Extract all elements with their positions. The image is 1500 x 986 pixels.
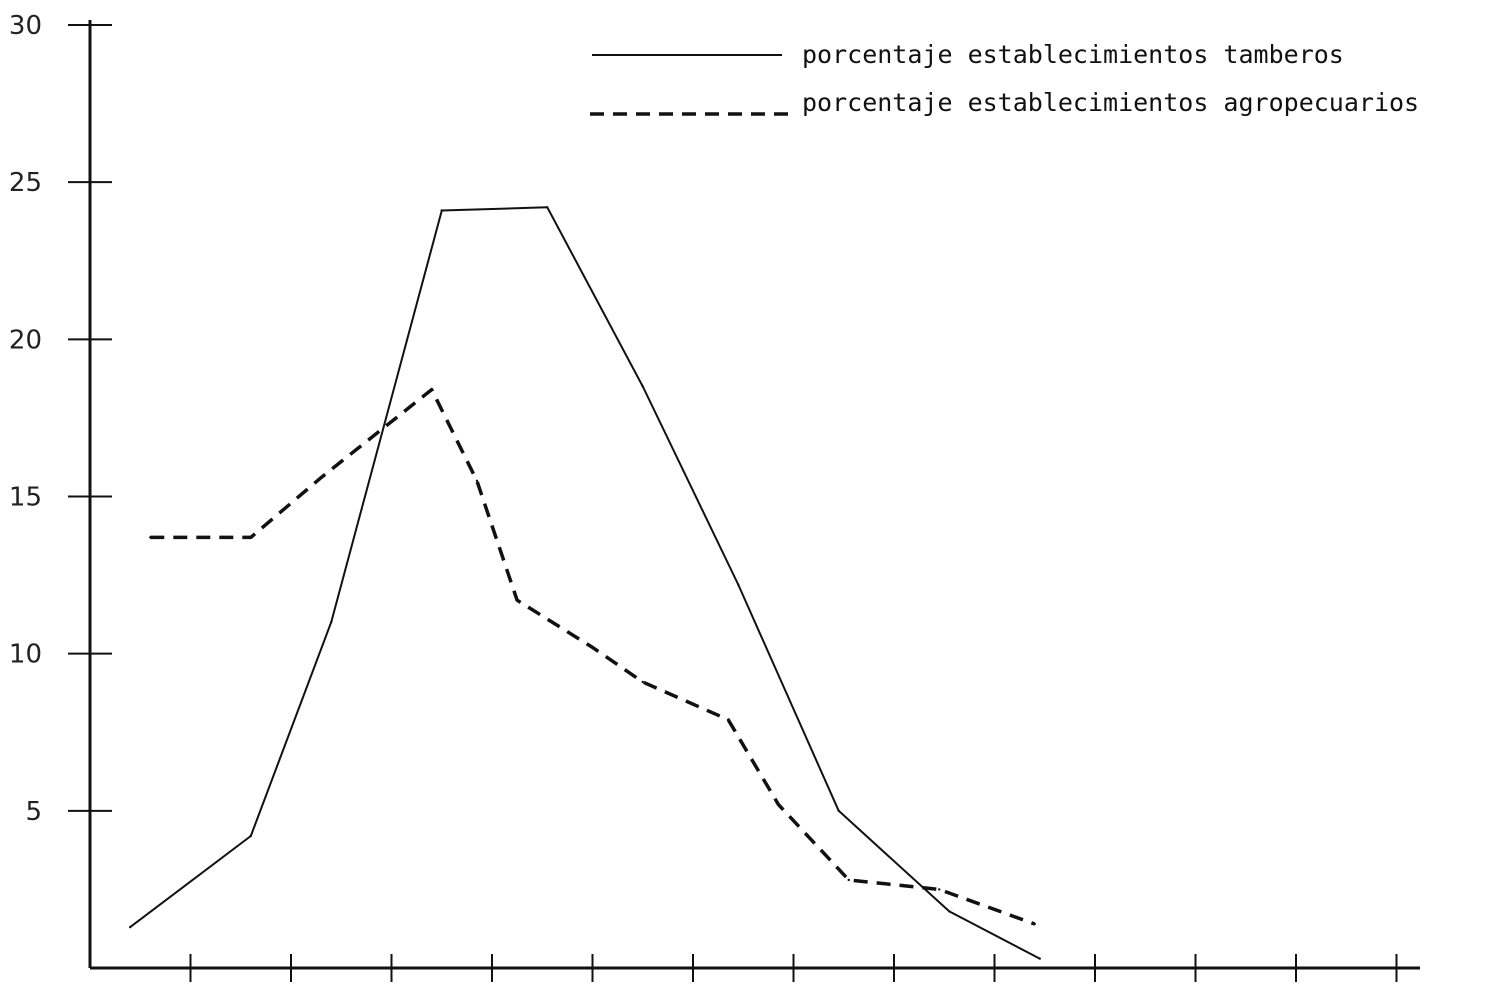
series-1-point [591,646,594,649]
series-1-point [149,536,152,539]
series-1-point [430,388,433,391]
series-1-point [1033,922,1036,926]
series-0-point [249,834,252,838]
series-0-point [440,209,443,212]
legend: porcentaje establecimientos tamberos por… [590,40,1419,117]
axes [88,20,1420,970]
series-0-point [837,809,840,813]
series-0-point [948,910,951,913]
legend-label-tamberos: porcentaje establecimientos tamberos [802,40,1344,69]
y-ticks: 5 10 15 20 25 30 [9,11,112,827]
series-1-point [515,599,519,602]
y-tick-label: 20 [9,325,42,355]
series-line-tamberos [129,206,1041,960]
series-0-point [330,621,333,624]
series-1-point [938,888,941,891]
series-0-point [1038,957,1041,960]
y-tick-label: 25 [9,168,42,198]
series-1-point [319,476,323,479]
x-ticks [189,954,1398,982]
series-1-point [249,536,252,539]
series-0-point [737,583,740,586]
series-1-point [777,803,780,806]
series-1-point [847,878,850,882]
series-layer [129,206,1041,960]
series-1-point [475,479,479,482]
series-0-point [546,206,549,209]
series-1-point [726,718,730,721]
series-0-point [641,385,644,388]
y-tick-label: 5 [25,797,42,827]
y-tick-label: 30 [9,11,42,41]
series-line-agropecuarios [150,387,1036,926]
series-0-point [129,925,132,929]
series-1-point [641,680,644,684]
legend-label-agropecuarios: porcentaje establecimientos agropecuario… [802,88,1419,117]
y-tick-label: 15 [9,483,42,513]
y-tick-label: 10 [9,640,42,670]
